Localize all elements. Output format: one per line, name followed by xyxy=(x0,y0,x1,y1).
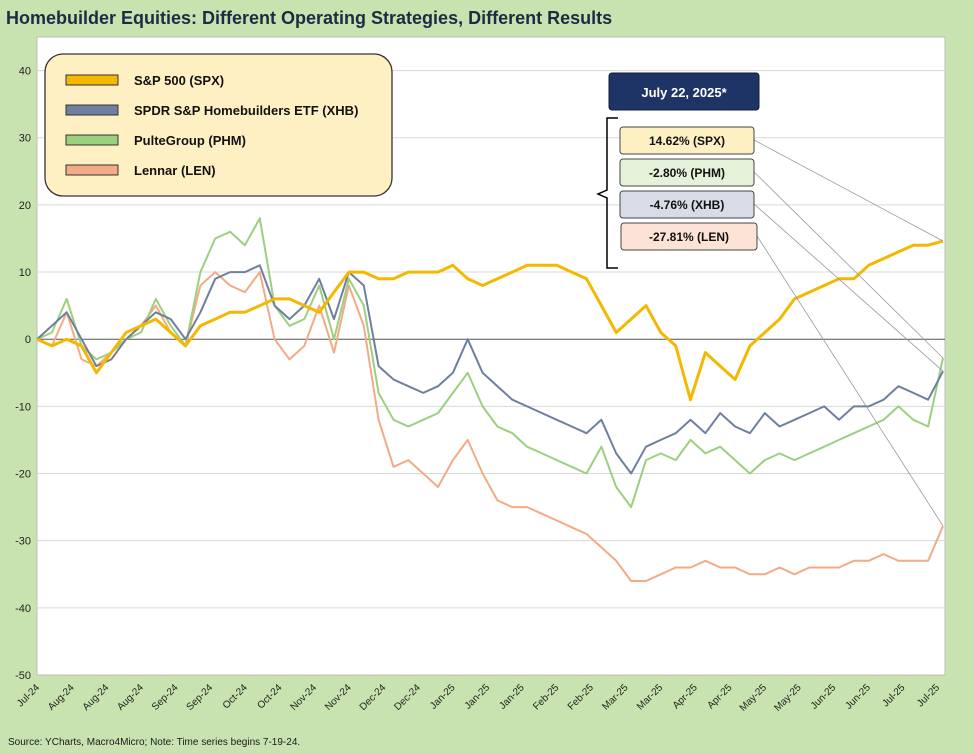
y-tick-label: -20 xyxy=(15,469,31,481)
x-tick-label: Sep-24 xyxy=(150,682,181,713)
x-tick-label: Dec-24 xyxy=(358,682,389,713)
x-tick-label: Oct-24 xyxy=(255,682,284,711)
y-tick-label: 10 xyxy=(19,267,31,279)
x-tick-label: Mar-25 xyxy=(600,682,630,712)
x-tick-label: Dec-24 xyxy=(392,682,423,713)
date-callout: July 22, 2025* xyxy=(608,72,760,111)
x-tick-label: Jul-25 xyxy=(915,682,942,709)
x-tick-label: May-25 xyxy=(772,682,804,714)
y-tick-label: 30 xyxy=(19,133,31,145)
end-label-len: -27.81% (LEN) xyxy=(649,230,729,244)
y-tick-label: -40 xyxy=(15,603,31,615)
y-tick-label: 40 xyxy=(19,66,31,78)
callout-bracket xyxy=(596,117,618,269)
y-tick-label: -30 xyxy=(15,536,31,548)
x-tick-label: Feb-25 xyxy=(566,682,596,712)
x-tick-label: Nov-24 xyxy=(323,682,354,713)
y-tick-label: 20 xyxy=(19,200,31,212)
end-label-box-phm xyxy=(619,158,755,187)
x-tick-label: Aug-24 xyxy=(81,682,112,713)
x-tick-label: Jul-24 xyxy=(15,682,42,709)
end-label-box-xhb xyxy=(619,190,755,219)
chart-title: Homebuilder Equities: Different Operatin… xyxy=(6,8,613,28)
x-tick-label: Jan-25 xyxy=(497,682,527,712)
x-tick-label: May-25 xyxy=(738,682,770,714)
end-label-spx: 14.62% (SPX) xyxy=(649,134,725,148)
y-tick-label: -10 xyxy=(15,401,31,413)
y-tick-label: -50 xyxy=(15,670,31,682)
legend-swatch-xhb xyxy=(65,104,119,116)
series-line-spx xyxy=(36,239,944,402)
legend-label-len: Lennar (LEN) xyxy=(134,163,216,178)
legend: S&P 500 (SPX) SPDR S&P Homebuilders ETF (… xyxy=(44,53,393,197)
y-tick-label: 0 xyxy=(25,334,31,346)
x-tick-label: Aug-24 xyxy=(46,682,77,713)
end-label-phm: -2.80% (PHM) xyxy=(649,166,725,180)
x-tick-label: Mar-25 xyxy=(635,682,665,712)
x-tick-label: Jan-25 xyxy=(463,682,493,712)
legend-swatch-phm xyxy=(65,134,119,146)
end-labels: 14.62% (SPX) -2.80% (PHM) -4.76% (XHB) -27.… xyxy=(619,126,944,527)
legend-label-phm: PulteGroup (PHM) xyxy=(134,133,246,148)
x-tick-label: Jun-25 xyxy=(843,682,873,712)
legend-box xyxy=(44,53,393,197)
x-tick-label: Jun-25 xyxy=(809,682,839,712)
end-label-box-spx xyxy=(619,126,755,155)
legend-label-xhb: SPDR S&P Homebuilders ETF (XHB) xyxy=(134,103,358,118)
leader-line-len xyxy=(756,235,944,527)
leader-line-phm xyxy=(753,171,944,359)
legend-label-spx: S&P 500 (SPX) xyxy=(134,73,224,88)
end-label-box-len xyxy=(620,222,758,251)
x-tick-label: Feb-25 xyxy=(531,682,561,712)
source-note: Source: YCharts, Macro4Micro; Note: Time… xyxy=(8,737,301,748)
x-tick-label: Aug-24 xyxy=(115,682,146,713)
date-box xyxy=(608,72,760,111)
x-tick-label: Apr-25 xyxy=(705,682,734,711)
x-tick-label: Nov-24 xyxy=(288,682,319,713)
x-tick-label: Oct-24 xyxy=(221,682,250,711)
x-tick-label: Jul-25 xyxy=(880,682,907,709)
leader-line-xhb xyxy=(753,203,944,372)
x-tick-label: Apr-25 xyxy=(671,682,700,711)
leader-line-spx xyxy=(753,139,944,242)
x-tick-label: Sep-24 xyxy=(185,682,216,713)
series-line-xhb xyxy=(36,264,944,475)
x-axis-ticks: Jul-24 Aug-24 Aug-24 Aug-24 Sep-24 Sep-24 Oct-… xyxy=(15,682,942,714)
end-label-xhb: -4.76% (XHB) xyxy=(650,198,725,212)
y-axis-ticks: 40 30 20 10 0 -10 -20 -30 -40 -50 xyxy=(15,66,31,682)
date-box-label: July 22, 2025* xyxy=(641,85,727,100)
legend-swatch-len xyxy=(65,164,119,176)
legend-swatch-spx xyxy=(65,74,119,86)
gridlines xyxy=(37,70,945,609)
x-tick-label: Jan-25 xyxy=(428,682,458,712)
series-lines xyxy=(36,217,944,582)
